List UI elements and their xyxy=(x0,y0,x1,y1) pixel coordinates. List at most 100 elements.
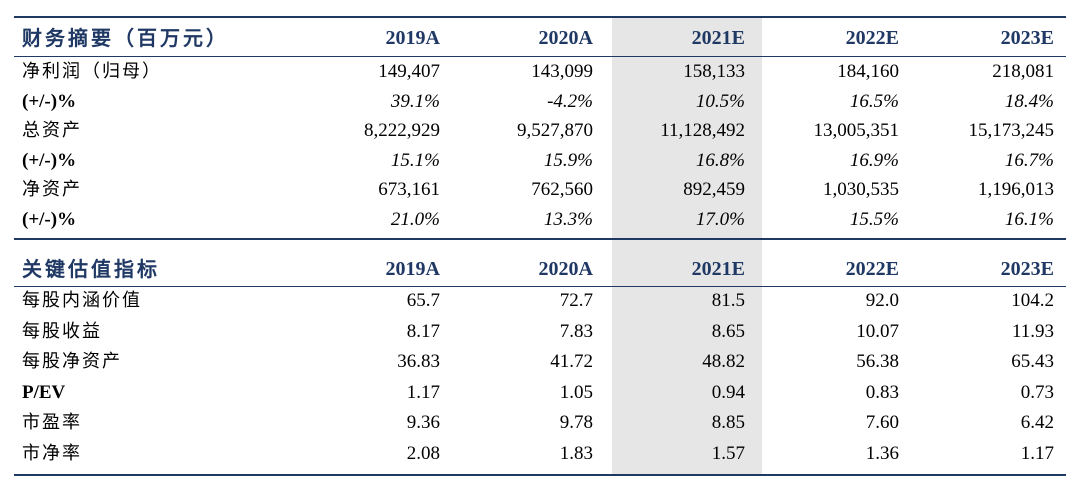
table-cell: 15.5% xyxy=(849,209,899,230)
section-title: 财务摘要（百万元） xyxy=(22,26,229,50)
table-cell: 0.83 xyxy=(865,381,899,403)
table-cell: 1.83 xyxy=(559,443,593,464)
table-cell: 1.57 xyxy=(711,443,745,464)
year-header: 2019A xyxy=(385,27,440,49)
row-label: 市盈率 xyxy=(22,412,82,434)
top-rule xyxy=(14,16,1066,18)
table-cell: 149,407 xyxy=(378,61,440,82)
table-row: 总资产 8,222,929 9,527,870 11,128,492 13,005,35… xyxy=(0,118,1080,144)
table-row: 市盈率 9.36 9.78 8.85 7.60 6.42 xyxy=(0,410,1080,436)
table-cell: 0.73 xyxy=(1020,381,1054,403)
table-row: P/EV 1.17 1.05 0.94 0.83 0.73 xyxy=(0,380,1080,406)
table-row: 每股收益 8.17 7.83 8.65 10.07 11.93 xyxy=(0,319,1080,345)
table-cell: 41.72 xyxy=(550,351,593,373)
year-header: 2022E xyxy=(845,27,899,49)
row-label: 总资产 xyxy=(22,120,82,142)
row-label: 净资产 xyxy=(22,179,82,201)
header-rule xyxy=(14,286,1066,287)
table-cell: 158,133 xyxy=(683,61,745,82)
row-label: (+/-)% xyxy=(22,209,77,230)
table-cell: 8.65 xyxy=(711,320,745,342)
table-cell: 16.1% xyxy=(1004,209,1054,230)
table-cell: 11.93 xyxy=(1011,320,1054,342)
table-cell: 7.83 xyxy=(559,320,593,342)
financial-summary-header: 财务摘要（百万元） 2019A 2020A 2021E 2022E 2023E xyxy=(0,23,1080,53)
table-cell: 9.78 xyxy=(559,412,593,434)
section-divider xyxy=(14,238,1066,240)
table-cell: 39.1% xyxy=(390,90,440,112)
row-label: 市净率 xyxy=(22,443,82,464)
table-cell: 1,196,013 xyxy=(978,179,1054,201)
table-cell: 0.94 xyxy=(711,381,745,403)
table-cell: 13,005,351 xyxy=(813,120,900,142)
table-row: 每股净资产 36.83 41.72 48.82 56.38 65.43 xyxy=(0,349,1080,375)
year-header: 2020A xyxy=(538,258,593,280)
row-label: (+/-)% xyxy=(22,149,77,171)
table-cell: 892,459 xyxy=(683,179,745,201)
table-cell: 2.08 xyxy=(406,443,440,464)
table-cell: 16.9% xyxy=(849,149,899,171)
table-row: 每股内涵价值 65.7 72.7 81.5 92.0 104.2 xyxy=(0,288,1080,314)
table-cell: 218,081 xyxy=(992,61,1054,82)
table-cell: 9,527,870 xyxy=(517,120,593,142)
table-row: 市净率 2.08 1.83 1.57 1.36 1.17 xyxy=(0,441,1080,467)
row-label: 净利润（归母） xyxy=(22,61,162,82)
table-row: (+/-)% 39.1% -4.2% 10.5% 16.5% 18.4% xyxy=(0,89,1080,115)
row-label: 每股收益 xyxy=(22,320,102,342)
year-header: 2021E xyxy=(691,258,745,280)
table-cell: 65.43 xyxy=(1011,351,1054,373)
table-cell: 1.05 xyxy=(559,381,593,403)
year-header: 2022E xyxy=(845,258,899,280)
table-cell: 16.7% xyxy=(1004,149,1054,171)
header-rule xyxy=(14,56,1066,57)
table-cell: 8.17 xyxy=(406,320,440,342)
table-cell: 1,030,535 xyxy=(823,179,899,201)
table-cell: 1.36 xyxy=(865,443,899,464)
year-header: 2020A xyxy=(538,27,593,49)
table-cell: 7.60 xyxy=(865,412,899,434)
table-cell: 72.7 xyxy=(559,290,593,311)
table-cell: 81.5 xyxy=(711,290,745,311)
row-label: 每股净资产 xyxy=(22,351,122,373)
section-title: 关键估值指标 xyxy=(22,257,160,281)
year-header: 2021E xyxy=(691,27,745,49)
table-cell: 65.7 xyxy=(406,290,440,311)
table-cell: 673,161 xyxy=(378,179,440,201)
table-cell: 104.2 xyxy=(1011,290,1054,311)
table-row: (+/-)% 15.1% 15.9% 16.8% 16.9% 16.7% xyxy=(0,148,1080,174)
table-cell: 184,160 xyxy=(837,61,899,82)
table-cell: 10.07 xyxy=(856,320,899,342)
table-cell: -4.2% xyxy=(547,90,593,112)
table-cell: 10.5% xyxy=(695,90,745,112)
table-cell: 15.1% xyxy=(390,149,440,171)
year-header: 2019A xyxy=(385,258,440,280)
valuation-metrics-header: 关键估值指标 2019A 2020A 2021E 2022E 2023E xyxy=(0,254,1080,284)
table-cell: 16.5% xyxy=(849,90,899,112)
table-cell: 16.8% xyxy=(695,149,745,171)
table-cell: 48.82 xyxy=(702,351,745,373)
table-cell: 18.4% xyxy=(1004,90,1054,112)
table-cell: 15.9% xyxy=(543,149,593,171)
table-cell: 143,099 xyxy=(531,61,593,82)
table-row: 净利润（归母） 149,407 143,099 158,133 184,160 218,0… xyxy=(0,59,1080,85)
table-row: (+/-)% 21.0% 13.3% 17.0% 15.5% 16.1% xyxy=(0,207,1080,233)
table-cell: 8.85 xyxy=(711,412,745,434)
table-cell: 9.36 xyxy=(406,412,440,434)
table-cell: 1.17 xyxy=(1020,443,1054,464)
table-cell: 56.38 xyxy=(856,351,899,373)
row-label: P/EV xyxy=(22,381,66,403)
table-cell: 6.42 xyxy=(1020,412,1054,434)
bottom-rule xyxy=(14,474,1066,476)
table-cell: 11,128,492 xyxy=(660,120,745,142)
year-header: 2023E xyxy=(1000,258,1054,280)
row-label: (+/-)% xyxy=(22,90,77,112)
table-cell: 1.17 xyxy=(406,381,440,403)
forecast-column-highlight xyxy=(612,16,762,476)
table-row: 净资产 673,161 762,560 892,459 1,030,535 1,196,0… xyxy=(0,177,1080,203)
table-cell: 36.83 xyxy=(397,351,440,373)
table-cell: 13.3% xyxy=(543,209,593,230)
table-cell: 21.0% xyxy=(390,209,440,230)
table-cell: 8,222,929 xyxy=(364,120,440,142)
year-header: 2023E xyxy=(1000,27,1054,49)
